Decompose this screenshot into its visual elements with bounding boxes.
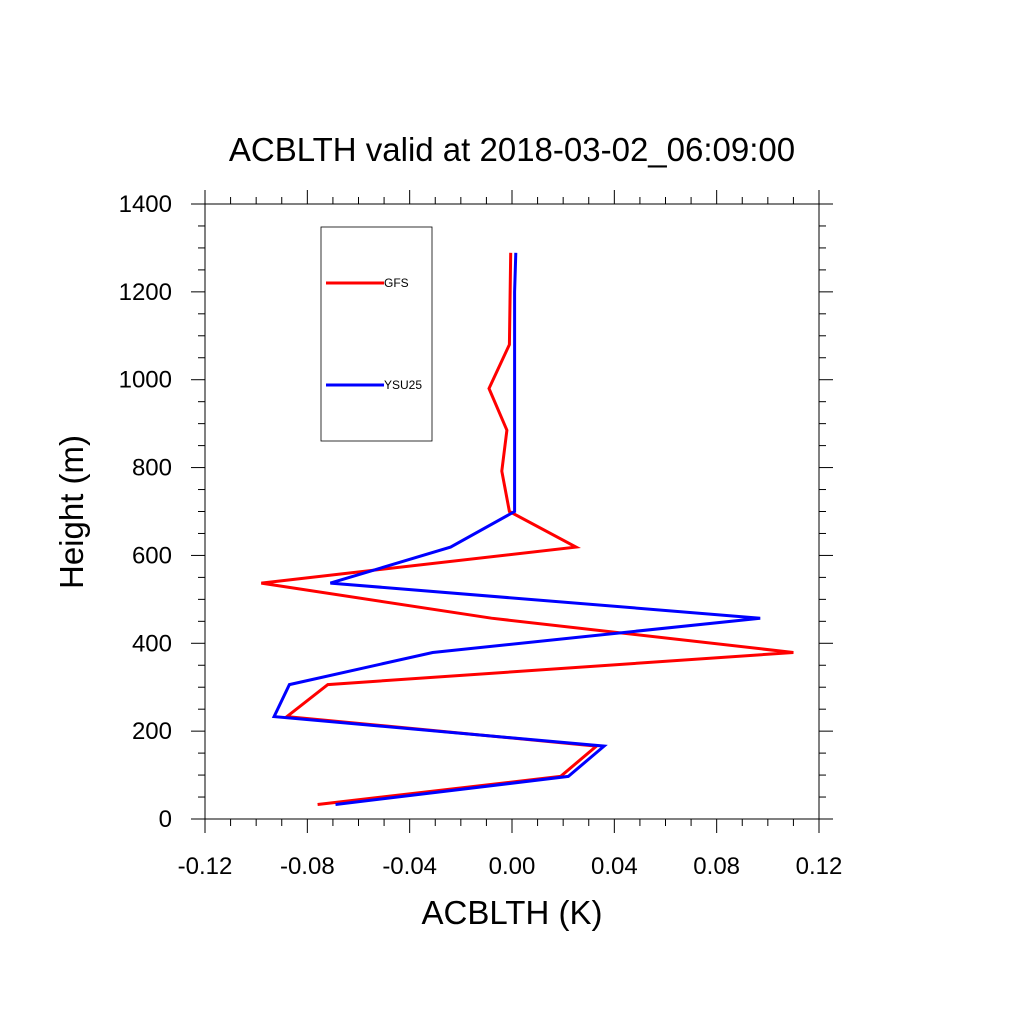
legend-label-gfs: GFS [384, 276, 409, 290]
y-axis-label: Height (m) [53, 435, 90, 589]
legend-label-ysu25: YSU25 [384, 378, 422, 392]
x-tick-label: -0.08 [280, 853, 335, 880]
y-tick-label: 600 [132, 542, 172, 569]
y-tick-label: 1200 [119, 279, 172, 306]
chart-title: ACBLTH valid at 2018-03-02_06:09:00 [229, 131, 795, 168]
x-tick-label: 0.08 [693, 853, 740, 880]
y-tick-label: 800 [132, 455, 172, 482]
x-tick-label: 0.00 [489, 853, 536, 880]
series-line-ysu25 [271, 252, 761, 806]
legend-box [320, 226, 433, 442]
y-tick-label: 1400 [119, 191, 172, 218]
x-tick-label: 0.04 [591, 853, 638, 880]
x-axis-label: ACBLTH (K) [422, 894, 603, 931]
y-tick-label: 200 [132, 718, 172, 745]
x-tick-label: -0.12 [178, 853, 233, 880]
y-tick-label: 1000 [119, 367, 172, 394]
x-tick-label: 0.12 [796, 853, 843, 880]
y-tick-label: 400 [132, 630, 172, 657]
x-tick-label: -0.04 [382, 853, 437, 880]
plot-area: -0.12 -0.08 -0.04 0.00 0.04 0.08 0.12 0 200 400 60… [119, 190, 843, 880]
y-tick-label: 0 [159, 806, 172, 833]
